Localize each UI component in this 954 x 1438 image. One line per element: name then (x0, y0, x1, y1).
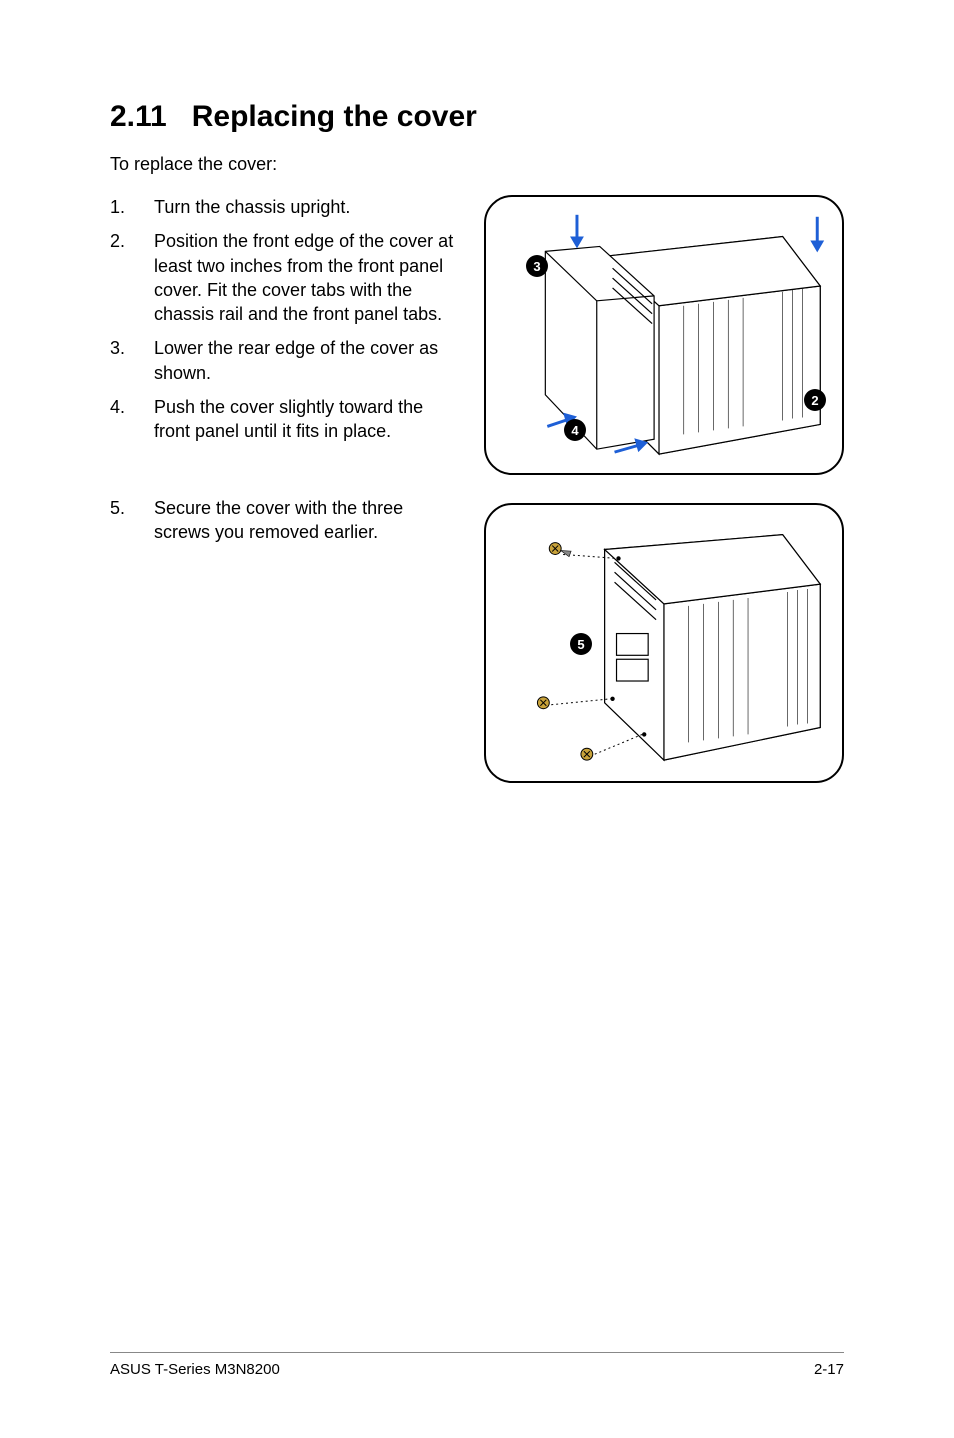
section-heading: 2.11 Replacing the cover (110, 100, 844, 134)
content-columns: 1. Turn the chassis upright. 2. Position… (110, 195, 844, 783)
step-1: 1. Turn the chassis upright. (110, 195, 460, 219)
step-text: Push the cover slightly toward the front… (154, 395, 460, 444)
figure-1: 3 2 4 (484, 195, 844, 475)
step-text: Secure the cover with the three screws y… (154, 496, 460, 545)
step-2: 2. Position the front edge of the cover … (110, 229, 460, 326)
step-text: Lower the rear edge of the cover as show… (154, 336, 460, 385)
callout-2: 2 (804, 389, 826, 411)
steps-list-2: 5. Secure the cover with the three screw… (110, 496, 460, 545)
callout-3: 3 (526, 255, 548, 277)
chassis-diagram-1 (486, 197, 842, 474)
figures-column: 3 2 4 (484, 195, 844, 783)
page: 2.11 Replacing the cover To replace the … (0, 0, 954, 1438)
steps-column: 1. Turn the chassis upright. 2. Position… (110, 195, 460, 783)
steps-list: 1. Turn the chassis upright. 2. Position… (110, 195, 460, 444)
footer-product: ASUS T-Series M3N8200 (110, 1361, 280, 1378)
step-3: 3. Lower the rear edge of the cover as s… (110, 336, 460, 385)
step-text: Position the front edge of the cover at … (154, 229, 460, 326)
callout-4: 4 (564, 419, 586, 441)
step-5: 5. Secure the cover with the three screw… (110, 496, 460, 545)
step-number: 2. (110, 229, 130, 326)
step-number: 4. (110, 395, 130, 444)
step-text: Turn the chassis upright. (154, 195, 460, 219)
section-number: 2.11 (110, 100, 167, 133)
callout-5: 5 (570, 633, 592, 655)
step-4: 4. Push the cover slightly toward the fr… (110, 395, 460, 444)
section-title: Replacing the cover (192, 100, 477, 133)
chassis-diagram-2 (486, 505, 842, 782)
step-number: 5. (110, 496, 130, 545)
spacer (110, 454, 460, 496)
figure-2: 5 (484, 503, 844, 783)
page-footer: ASUS T-Series M3N8200 2-17 (110, 1352, 844, 1378)
footer-page-number: 2-17 (814, 1361, 844, 1378)
step-number: 3. (110, 336, 130, 385)
step-number: 1. (110, 195, 130, 219)
intro-text: To replace the cover: (110, 154, 844, 175)
